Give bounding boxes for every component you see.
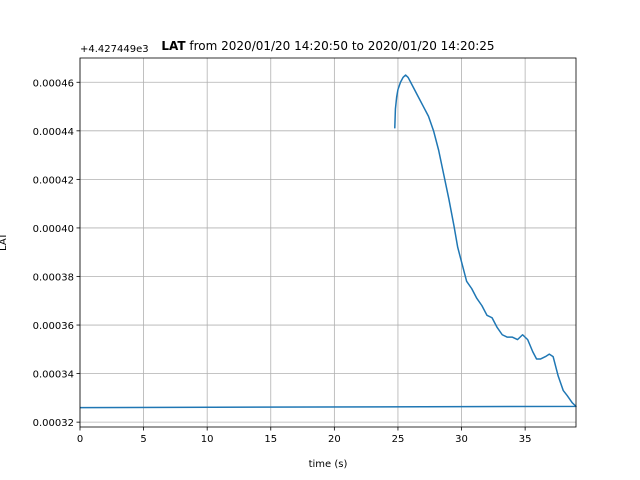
y-tick-label: 0.00038 [33, 272, 74, 283]
axes-frame [79, 57, 577, 428]
y-axis-label: LAT [0, 232, 9, 251]
x-tick-label: 25 [392, 434, 405, 445]
plot-lines [79, 74, 577, 409]
y-tick-label: 0.00044 [33, 127, 74, 138]
x-axis: 0 5 10 15 20 25 30 35 [77, 427, 532, 445]
grid [79, 58, 576, 427]
x-axis-label: time (s) [309, 459, 348, 470]
x-tick-label: 0 [77, 434, 83, 445]
chart-title: LAT from 2020/01/20 14:20:50 to 2020/01/… [161, 39, 494, 53]
y-tick-label: 0.00040 [33, 224, 74, 235]
chart-title-bold: LAT [161, 39, 186, 53]
y-tick-label: 0.00032 [33, 418, 74, 429]
y-tick-label: 0.00034 [33, 370, 74, 381]
x-tick-label: 20 [328, 434, 341, 445]
y-tick-label: 0.00042 [33, 175, 74, 186]
chart-title-rest: from 2020/01/20 14:20:50 to 2020/01/20 1… [186, 39, 495, 53]
x-tick-label: 10 [201, 434, 214, 445]
series-line [79, 74, 577, 409]
y-tick-label: 0.00036 [33, 321, 74, 332]
x-tick-label: 15 [264, 434, 277, 445]
x-tick-label: 30 [455, 434, 468, 445]
x-tick-label: 5 [140, 434, 146, 445]
y-axis: 0.00032 0.00034 0.00036 0.00038 0.00040 0.000… [33, 78, 80, 429]
y-offset-text: +4.427449e3 [80, 44, 149, 55]
y-tick-label: 0.00046 [33, 78, 74, 89]
x-tick-label: 35 [519, 434, 532, 445]
